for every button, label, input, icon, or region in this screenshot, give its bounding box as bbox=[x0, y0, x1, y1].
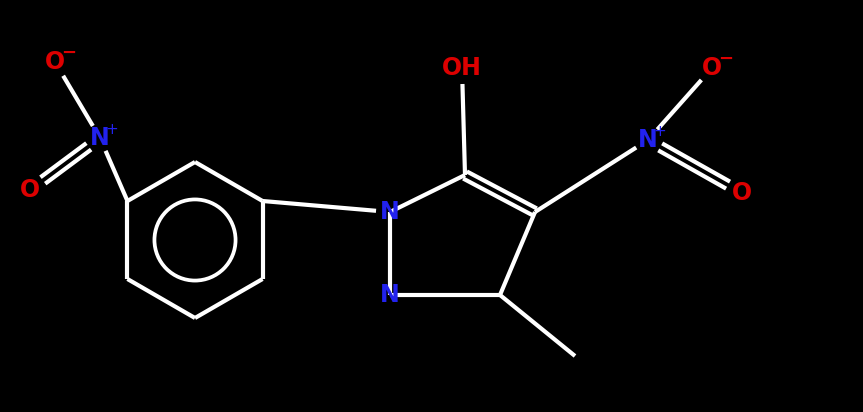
Text: O: O bbox=[702, 56, 722, 80]
Text: N: N bbox=[638, 128, 658, 152]
Text: −: − bbox=[718, 50, 734, 68]
Text: −: − bbox=[61, 44, 77, 62]
Text: N: N bbox=[380, 200, 400, 224]
Text: O: O bbox=[732, 181, 752, 205]
Text: O: O bbox=[45, 50, 65, 74]
Text: +: + bbox=[653, 124, 666, 138]
Text: N: N bbox=[90, 126, 110, 150]
Text: N: N bbox=[380, 283, 400, 307]
Text: +: + bbox=[105, 122, 118, 136]
Text: OH: OH bbox=[442, 56, 482, 80]
Text: O: O bbox=[20, 178, 40, 202]
